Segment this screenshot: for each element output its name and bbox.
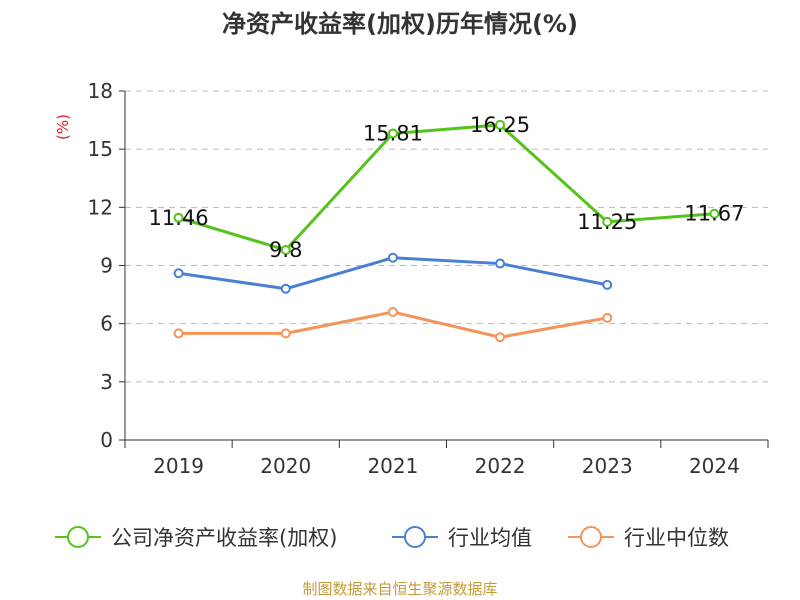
data-point [280, 328, 291, 339]
data-point [602, 312, 613, 323]
x-axis-ticks: 2019 2020 2021 2022 2023 2024 [124, 440, 769, 478]
data-point [280, 283, 291, 294]
chart-title: 净资产收益率(加权)历年情况(%) [222, 10, 578, 38]
data-point [173, 212, 184, 223]
data-label: 11.67 [684, 202, 744, 226]
data-point [387, 252, 398, 263]
x-tick-label: 2019 [153, 454, 204, 478]
y-tick-label: 0 [100, 428, 113, 452]
legend-marker [580, 526, 602, 548]
data-label: 11.25 [577, 210, 637, 234]
x-tick-label: 2022 [475, 454, 526, 478]
data-point [602, 279, 613, 290]
data-label: 16.25 [470, 113, 530, 137]
y-tick-label: 15 [88, 137, 113, 161]
y-tick-label: 6 [100, 312, 113, 336]
data-point [387, 307, 398, 318]
legend-label: 行业中位数 [624, 526, 729, 550]
data-point [709, 208, 720, 219]
x-tick-label: 2023 [582, 454, 633, 478]
y-tick-label: 9 [100, 254, 113, 278]
legend-marker [404, 526, 426, 548]
data-point [495, 332, 506, 343]
data-point [173, 268, 184, 279]
x-tick-label: 2024 [689, 454, 740, 478]
grid-lines [125, 90, 768, 383]
y-tick-label: 18 [88, 79, 113, 103]
source-note: 制图数据来自恒生聚源数据库 [302, 580, 498, 598]
x-tick-label: 2021 [367, 454, 418, 478]
data-point [280, 244, 291, 255]
series-line-0 [178, 123, 715, 252]
y-axis-label: (%) [54, 114, 72, 140]
data-label: 15.81 [363, 121, 423, 145]
legend: 公司净资产收益率(加权) 行业均值 行业中位数 [55, 526, 729, 550]
data-point [387, 128, 398, 139]
y-tick-label: 12 [88, 195, 113, 219]
data-point [173, 328, 184, 339]
y-tick-label: 3 [100, 370, 113, 394]
data-point [495, 258, 506, 269]
data-point [602, 216, 613, 227]
series-group: 11.46 9.8 15.81 16.25 11.25 11.67 [149, 113, 744, 343]
legend-label: 公司净资产收益率(加权) [111, 526, 337, 550]
y-axis-ticks: 0 3 6 9 12 15 18 [88, 79, 125, 452]
legend-label: 行业均值 [448, 526, 532, 550]
data-label: 9.8 [269, 238, 302, 262]
data-label: 11.46 [149, 206, 209, 230]
x-tick-label: 2020 [260, 454, 311, 478]
legend-marker [67, 526, 89, 548]
data-point [495, 119, 506, 130]
